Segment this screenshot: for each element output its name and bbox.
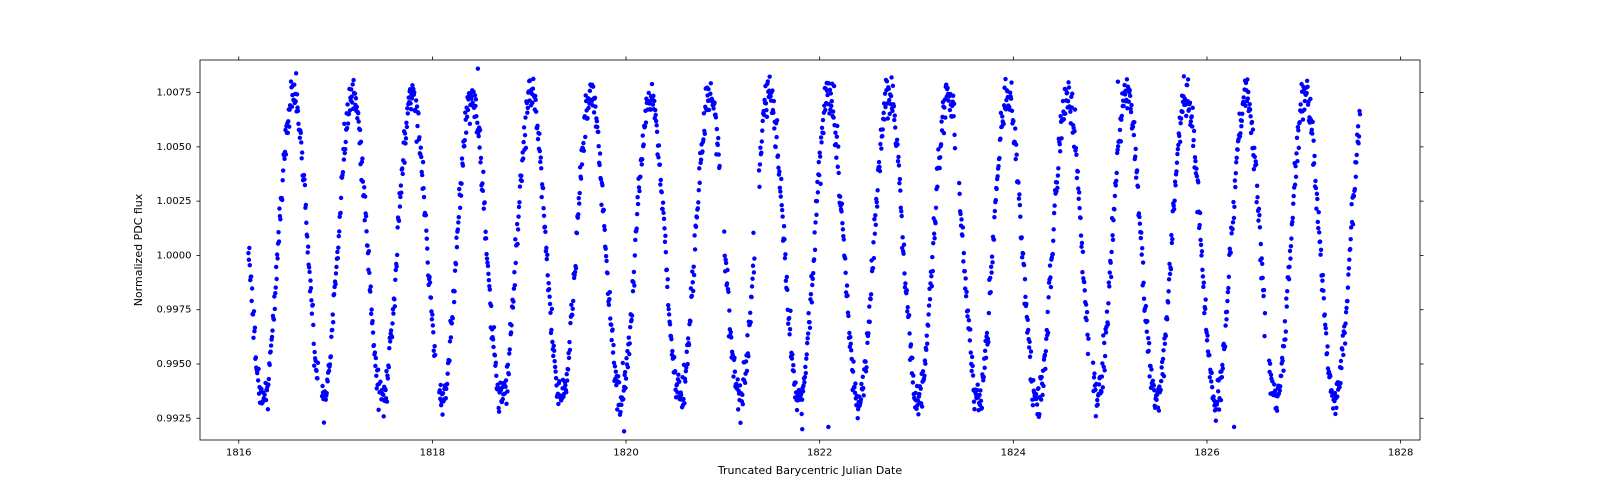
y-tick-label: 1.0050 <box>157 142 192 153</box>
y-tick-label: 0.9975 <box>157 305 192 316</box>
x-tick-label: 1818 <box>420 448 445 459</box>
y-tick-label: 1.0025 <box>157 196 192 207</box>
y-tick-label: 1.0000 <box>157 250 192 261</box>
y-tick-label: 0.9950 <box>157 359 192 370</box>
lightcurve-chart: 1816 1818 1820 1822 1824 1826 1828 Truncated Ba… <box>0 0 1600 500</box>
x-tick-label: 1816 <box>226 448 251 459</box>
x-axis-label: Truncated Barycentric Julian Date <box>717 464 903 477</box>
x-tick-label: 1826 <box>1194 448 1219 459</box>
y-axis-label: Normalized PDC flux <box>132 193 145 306</box>
x-tick-label: 1828 <box>1388 448 1413 459</box>
chart-svg: 1816 1818 1820 1822 1824 1826 1828 Truncated Ba… <box>0 0 1600 500</box>
y-tick-label: 1.0075 <box>157 88 192 99</box>
x-tick-label: 1824 <box>1001 448 1026 459</box>
y-tick-label: 0.9925 <box>157 413 192 424</box>
x-tick-label: 1820 <box>613 448 638 459</box>
x-tick-label: 1822 <box>807 448 832 459</box>
